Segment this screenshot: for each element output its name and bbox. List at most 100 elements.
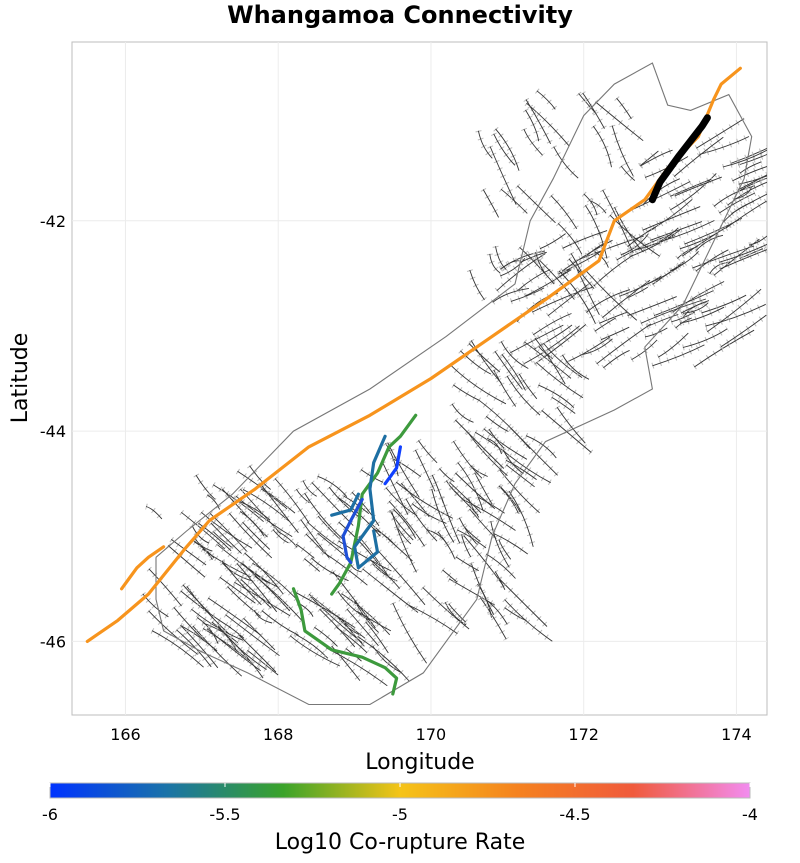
fault-trace (701, 294, 747, 314)
fault-trace (207, 494, 221, 510)
fault-trace (323, 552, 368, 586)
fault-trace (181, 511, 225, 550)
fault-trace (536, 90, 556, 110)
fault-trace (519, 251, 547, 264)
fault-trace (453, 384, 480, 401)
fault-trace (739, 248, 763, 259)
fault-trace (437, 531, 456, 560)
fault-trace (464, 526, 481, 542)
x-tick-label: 170 (416, 725, 447, 744)
fault-trace (431, 488, 455, 543)
fault-trace (652, 344, 705, 367)
fault-trace (616, 233, 673, 261)
fault-trace (247, 650, 279, 676)
fault-trace (627, 227, 656, 247)
fault-trace (296, 488, 310, 504)
fault-trace (235, 495, 293, 537)
y-axis-ticks: -42 -44 -46 (40, 212, 66, 652)
fault-trace (397, 527, 412, 545)
fault-trace (620, 165, 636, 181)
fault-trace (556, 406, 586, 444)
fault-trace (595, 101, 644, 142)
fault-trace (253, 610, 273, 624)
fault-trace (295, 543, 315, 559)
fault-trace (240, 562, 291, 612)
x-tick-label: 166 (110, 725, 141, 744)
fault-trace (650, 221, 703, 241)
fault-trace (695, 234, 724, 251)
fault-trace (462, 498, 516, 531)
fault-trace (525, 109, 540, 142)
fault-trace (723, 201, 754, 223)
fault-trace (732, 166, 767, 182)
fault-trace (456, 529, 487, 549)
fault-trace (195, 474, 216, 501)
fault-trace (727, 181, 767, 206)
rupture-trace-6 (341, 497, 364, 565)
fault-trace (583, 193, 598, 216)
fault-trace (206, 628, 261, 672)
fault-trace (405, 498, 438, 542)
fault-trace (225, 614, 280, 657)
fault-trace (578, 93, 596, 113)
fault-trace (441, 497, 461, 544)
fault-trace (182, 584, 211, 614)
fault-trace (493, 133, 516, 166)
fault-trace (675, 317, 692, 329)
fault-trace (684, 217, 743, 245)
colorbar-title: Log10 Co-rupture Rate (275, 830, 526, 855)
fault-trace (319, 608, 356, 648)
fault-trace (495, 246, 507, 271)
fault-trace (307, 521, 344, 550)
fault-trace (228, 513, 273, 559)
fault-trace (646, 314, 679, 328)
fault-trace (304, 492, 345, 541)
fault-trace (304, 558, 320, 572)
fault-trace (557, 223, 583, 255)
fault-trace (498, 578, 548, 627)
fault-trace (173, 607, 205, 642)
fault-trace (738, 175, 767, 185)
fault-trace (498, 485, 519, 514)
fault-trace (469, 269, 485, 301)
fault-trace (474, 472, 493, 505)
fault-trace (575, 265, 600, 316)
fault-trace (260, 488, 288, 510)
rupture-trace-7 (383, 445, 402, 486)
fault-trace (176, 629, 212, 668)
fault-trace (365, 621, 389, 654)
fault-trace (212, 530, 234, 549)
fault-trace (695, 249, 729, 272)
fault-trace (314, 626, 338, 647)
fault-trace (385, 443, 399, 477)
chart-title: Whangamoa Connectivity (227, 1, 573, 29)
plot-panel (71, 41, 768, 716)
fault-trace (596, 323, 652, 365)
colorbar-tick-label: -4.5 (559, 805, 590, 824)
source-fault-whangamoa (648, 114, 711, 204)
fault-trace (236, 563, 278, 613)
fault-trace (501, 354, 526, 391)
fault-trace (644, 156, 689, 178)
fault-trace (670, 173, 717, 211)
fault-trace (500, 258, 526, 277)
fault-trace (196, 617, 219, 644)
x-tick-label: 172 (568, 725, 599, 744)
fault-trace (519, 246, 555, 285)
fault-trace (749, 235, 767, 246)
fault-trace (504, 599, 553, 642)
fault-trace (198, 522, 232, 552)
fault-trace (311, 557, 349, 582)
fault-trace (302, 480, 317, 497)
fault-trace (553, 146, 579, 179)
fault-trace (719, 192, 756, 214)
fault-trace (369, 559, 401, 589)
fault-trace (242, 521, 271, 550)
fault-trace (295, 592, 356, 628)
rupture-trace-4 (353, 434, 387, 570)
fault-trace (449, 364, 507, 405)
fault-trace (539, 259, 575, 300)
fault-trace (582, 92, 605, 129)
fault-trace (460, 350, 492, 375)
fault-trace (449, 481, 482, 514)
